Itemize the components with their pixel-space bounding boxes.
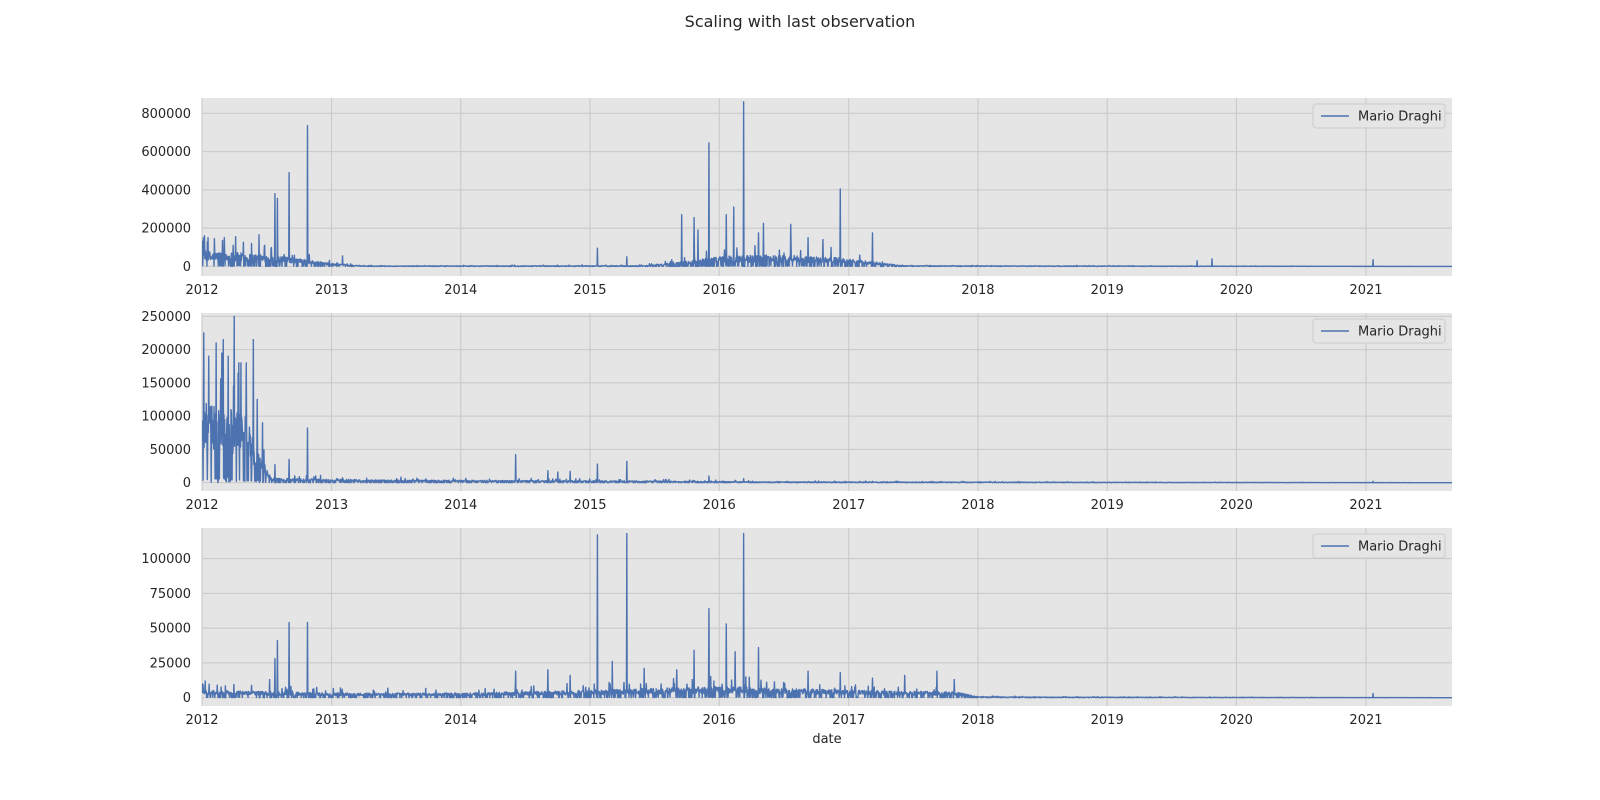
x-tick-label: 2014 [444,283,477,298]
x-tick-label: 2019 [1091,283,1124,298]
legend-label: Mario Draghi [1358,110,1442,125]
y-tick-label: 800000 [141,107,191,122]
x-tick-label: 2018 [961,498,994,513]
y-tick-label: 50000 [150,622,191,637]
series-group [202,101,1452,268]
x-tick-label: 2020 [1220,713,1253,728]
x-tick-label: 2017 [832,713,865,728]
legend: Mario Draghi [1312,103,1446,129]
y-tick-label: 600000 [141,145,191,160]
x-tick-label: 2012 [185,498,218,513]
y-tick-label: 100000 [141,552,191,567]
x-tick-label: 2018 [961,713,994,728]
x-tick-label: 2021 [1349,498,1382,513]
series-group [202,315,1452,484]
x-tick-label: 2021 [1349,713,1382,728]
legend: Mario Draghi [1312,318,1446,344]
y-tick-label: 75000 [150,587,191,602]
x-tick-label: 2017 [832,498,865,513]
x-axis-label: date [812,732,841,747]
y-tick-label: 250000 [141,310,191,325]
x-tick-label: 2020 [1220,498,1253,513]
subplot-2: 0 50000 100000 150000 200000 250000 2012 2013 20… [141,310,1452,513]
legend-box [1312,533,1446,559]
y-tick-label: 25000 [150,656,191,671]
x-tick-label: 2016 [703,713,736,728]
legend-box [1312,318,1446,344]
y-tick-label: 0 [183,476,191,491]
y-tick-label: 50000 [150,443,191,458]
figure-title: Scaling with last observation [684,12,916,31]
x-tick-label: 2014 [444,498,477,513]
subplot-3: 0 25000 50000 75000 100000 2012 2013 2014 2015 20… [141,528,1452,747]
x-tick-label: 2013 [315,283,348,298]
x-tick-label: 2014 [444,713,477,728]
x-tick-label: 2013 [315,498,348,513]
legend-box [1312,103,1446,129]
plot-background [202,98,1452,276]
series-line-mario-draghi [202,532,1452,699]
plot-background [202,528,1452,706]
x-tick-label: 2017 [832,283,865,298]
legend: Mario Draghi [1312,533,1446,559]
y-tick-label: 400000 [141,183,191,198]
x-tick-label: 2015 [573,498,606,513]
subplot-1: 0 200000 400000 600000 800000 2012 2013 2014 201… [141,98,1452,298]
plot-background [202,313,1452,491]
y-tick-label: 200000 [141,222,191,237]
x-tick-label: 2018 [961,283,994,298]
x-tick-label: 2016 [703,498,736,513]
x-tick-label: 2015 [573,713,606,728]
x-tick-label: 2021 [1349,283,1382,298]
y-tick-label: 0 [183,691,191,706]
y-tick-label: 200000 [141,343,191,358]
x-tick-label: 2019 [1091,498,1124,513]
legend-label: Mario Draghi [1358,540,1442,555]
legend-label: Mario Draghi [1358,325,1442,340]
y-tick-label: 100000 [141,410,191,425]
series-group [202,532,1452,699]
x-tick-label: 2015 [573,283,606,298]
y-tick-label: 150000 [141,376,191,391]
x-tick-label: 2013 [315,713,348,728]
series-line-mario-draghi [202,315,1452,484]
series-line-mario-draghi [202,101,1452,268]
x-tick-label: 2016 [703,283,736,298]
x-tick-label: 2019 [1091,713,1124,728]
y-tick-label: 0 [183,260,191,275]
x-tick-label: 2020 [1220,283,1253,298]
x-tick-label: 2012 [185,713,218,728]
x-tick-label: 2012 [185,283,218,298]
